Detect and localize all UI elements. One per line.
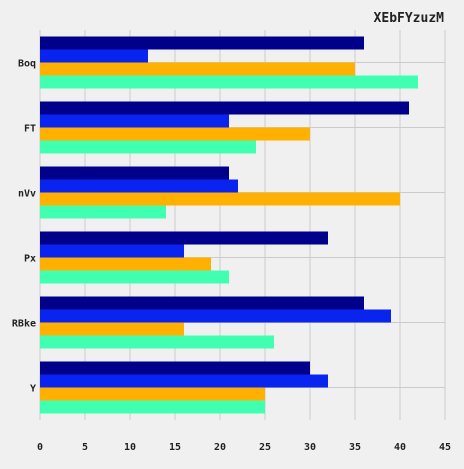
bars bbox=[40, 36, 418, 414]
bar bbox=[40, 114, 229, 128]
bar bbox=[40, 36, 364, 50]
bar bbox=[40, 322, 184, 336]
y-tick-label: FT bbox=[24, 124, 36, 135]
x-tick-label: 20 bbox=[214, 442, 226, 453]
x-tick-label: 5 bbox=[82, 442, 88, 453]
bar bbox=[40, 62, 355, 76]
bar bbox=[40, 75, 418, 89]
y-tick-label: RBke bbox=[12, 319, 36, 330]
x-tick-label: 25 bbox=[259, 442, 271, 453]
bar bbox=[40, 140, 256, 154]
bar bbox=[40, 127, 310, 141]
x-tick-label: 30 bbox=[304, 442, 316, 453]
bar bbox=[40, 374, 328, 388]
bar bbox=[40, 179, 238, 193]
x-tick-label: 15 bbox=[169, 442, 181, 453]
x-tick-label: 0 bbox=[37, 442, 43, 453]
bar bbox=[40, 361, 310, 375]
chart-title: XEbFYzuzM bbox=[374, 11, 445, 26]
x-tick-label: 40 bbox=[394, 442, 406, 453]
bar bbox=[40, 335, 274, 349]
y-tick-labels: Boq FT nVv Px RBke Y bbox=[12, 59, 36, 395]
x-tick-label: 45 bbox=[439, 442, 451, 453]
bar bbox=[40, 387, 265, 401]
x-tick-labels: 0 5 10 15 20 25 30 35 40 45 bbox=[37, 442, 451, 453]
y-tick-label: nVv bbox=[18, 189, 36, 200]
bar bbox=[40, 49, 148, 63]
bar bbox=[40, 192, 400, 206]
bar bbox=[40, 296, 364, 310]
y-tick-label: Y bbox=[30, 384, 36, 395]
bar bbox=[40, 270, 229, 284]
bar bbox=[40, 205, 166, 219]
y-tick-label: Boq bbox=[18, 59, 36, 70]
bar bbox=[40, 309, 391, 323]
y-tick-label: Px bbox=[24, 254, 36, 265]
x-tick-label: 35 bbox=[349, 442, 361, 453]
bar bbox=[40, 231, 328, 245]
bar bbox=[40, 101, 409, 115]
bar bbox=[40, 244, 184, 258]
bar bbox=[40, 400, 265, 414]
x-tick-label: 10 bbox=[124, 442, 136, 453]
bar bbox=[40, 257, 211, 271]
bar bbox=[40, 166, 229, 180]
